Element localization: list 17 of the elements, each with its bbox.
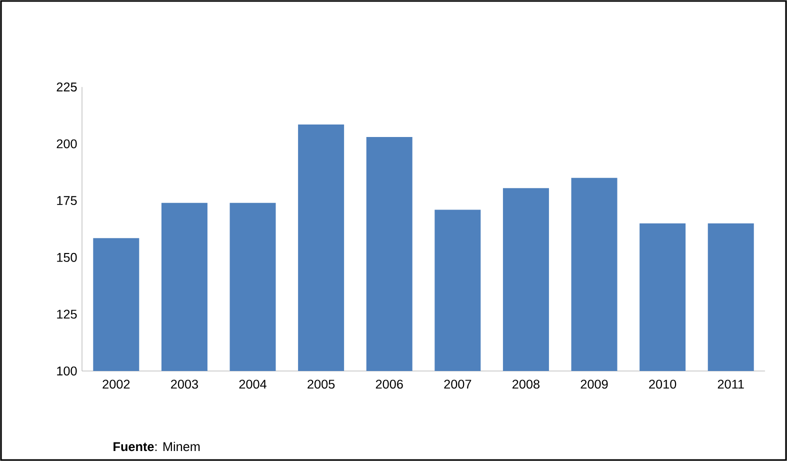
y-tick-label: 200 (56, 139, 77, 148)
x-tick-label: 2002 (102, 380, 130, 389)
x-tick-label: 2004 (239, 380, 266, 389)
text: Fuente: Minem (114, 442, 200, 452)
y-tick-label: 175 (57, 196, 77, 206)
x-tick-label: 2008 (512, 380, 540, 389)
x-tick-label: 2010 (649, 380, 676, 389)
x-tick-label: 2003 (170, 380, 198, 389)
y-tick-label: 125 (57, 310, 77, 319)
x-tick-label: 2011 (718, 380, 744, 389)
x-tick-label: 2007 (444, 380, 472, 389)
x-tick-label: 2006 (376, 380, 403, 389)
y-tick-label: 225 (56, 82, 77, 92)
y-tick-label: 150 (57, 252, 77, 262)
x-tick-label: 2005 (308, 380, 335, 389)
y-tick-label: 100 (57, 366, 77, 376)
x-tick-label: 2009 (580, 380, 608, 389)
